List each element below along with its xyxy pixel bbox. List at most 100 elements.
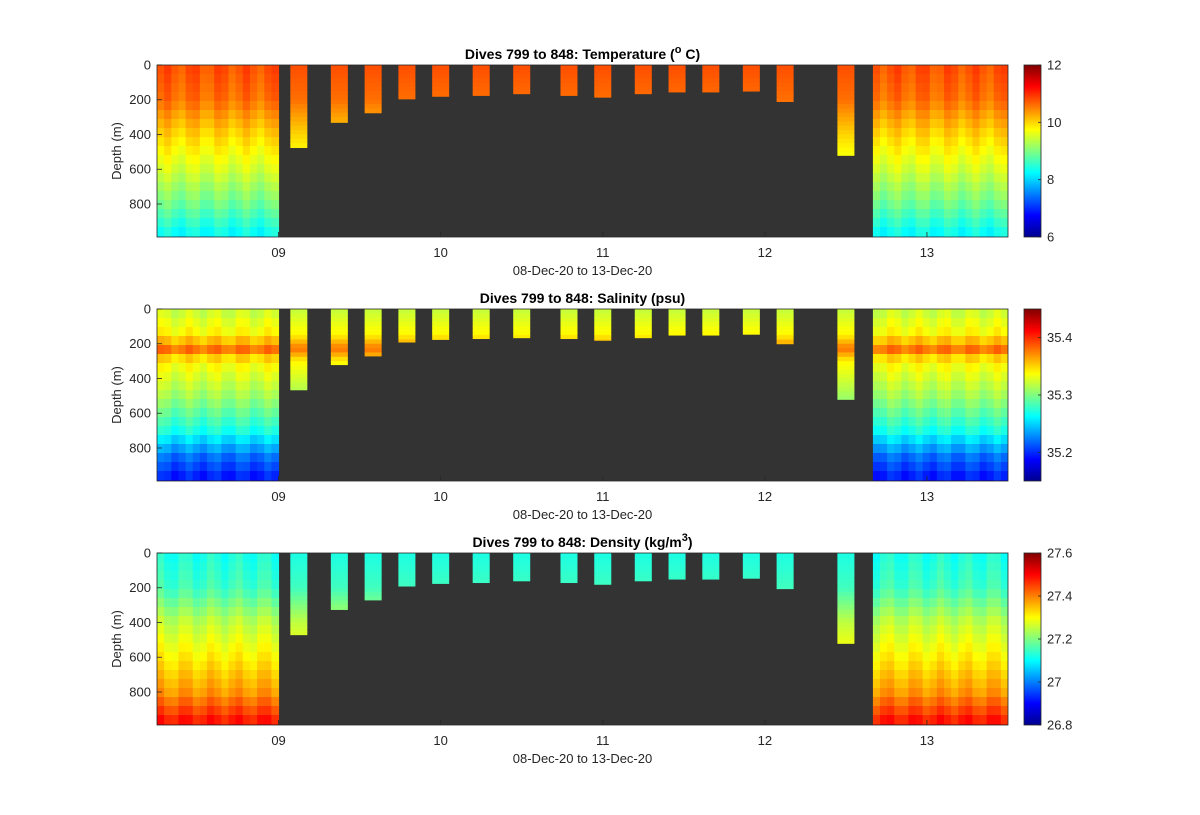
heatmap-cell <box>880 173 888 183</box>
heatmap-cell <box>915 670 924 680</box>
heatmap-cell <box>249 74 258 84</box>
heatmap-cell <box>207 236 215 237</box>
heatmap-cell <box>936 453 945 463</box>
dive-bar-1 <box>290 369 308 375</box>
heatmap-cell <box>951 462 959 472</box>
heatmap-cell <box>993 471 1002 481</box>
dive-bar-14 <box>776 73 794 79</box>
dive-bar-8 <box>560 69 578 75</box>
heatmap-cell <box>880 607 888 617</box>
heatmap-cell <box>944 634 952 644</box>
dive-bar-9 <box>594 86 612 92</box>
heatmap-cell <box>880 164 888 174</box>
heatmap-cell <box>214 155 222 165</box>
heatmap-cell <box>979 598 988 608</box>
dive-bar-7 <box>513 322 531 327</box>
heatmap-cell <box>922 562 931 572</box>
heatmap-cell <box>951 697 959 707</box>
heatmap-cell <box>249 164 258 174</box>
heatmap-cell <box>185 435 194 445</box>
dive-bar-14 <box>776 99 794 102</box>
heatmap-cell <box>993 724 1002 725</box>
heatmap-cell <box>901 381 909 391</box>
heatmap-cell <box>185 562 194 572</box>
heatmap-cell <box>207 200 215 210</box>
dive-bar-2 <box>330 326 348 332</box>
y-axis-label: Depth (m) <box>109 122 124 180</box>
heatmap-cell <box>872 227 881 237</box>
heatmap-cell <box>221 706 230 716</box>
heatmap-cell <box>214 598 222 608</box>
dive-bar-15 <box>837 348 855 353</box>
heatmap-cell <box>1000 598 1008 608</box>
heatmap-cell <box>178 652 187 662</box>
dive-bar-3 <box>364 335 382 340</box>
heatmap-cell <box>199 426 208 436</box>
heatmap-cell <box>264 706 272 716</box>
heatmap-cell <box>271 354 280 364</box>
heatmap-cell <box>199 480 208 481</box>
heatmap-cell <box>965 724 973 725</box>
heatmap-cell <box>901 200 909 210</box>
heatmap-cell <box>242 101 251 111</box>
heatmap-cell <box>972 724 981 725</box>
dive-bar-12 <box>702 574 720 580</box>
heatmap-cell <box>979 155 988 165</box>
heatmap-cell <box>249 562 258 572</box>
dive-bar-2 <box>330 69 348 75</box>
heatmap-cell <box>207 679 215 689</box>
heatmap-cell <box>164 661 172 671</box>
heatmap-cell <box>922 327 931 337</box>
heatmap-cell <box>979 417 988 427</box>
heatmap-cell <box>228 200 237 210</box>
dive-bar-15 <box>837 78 855 83</box>
heatmap-cell <box>157 65 165 75</box>
dive-bar-9 <box>594 78 612 83</box>
dive-bar-10 <box>634 579 652 582</box>
heatmap-cell <box>157 363 165 373</box>
dive-bar-4 <box>398 65 416 70</box>
heatmap-cell <box>958 652 966 662</box>
heatmap-cell <box>979 435 988 445</box>
heatmap-cell <box>894 65 902 75</box>
heatmap-cell <box>157 318 165 328</box>
heatmap-cell <box>922 236 931 237</box>
heatmap-cell <box>164 209 172 219</box>
heatmap-cell <box>972 679 981 689</box>
heatmap-cell <box>192 715 201 725</box>
heatmap-cell <box>958 119 966 129</box>
heatmap-cell <box>157 74 165 84</box>
heatmap-cell <box>872 417 881 427</box>
heatmap-cell <box>264 236 272 237</box>
heatmap-cell <box>944 146 952 156</box>
heatmap-cell <box>199 354 208 364</box>
dive-bar-15 <box>837 361 855 366</box>
heatmap-cell <box>207 670 215 680</box>
heatmap-cell <box>986 688 995 698</box>
dive-bar-1 <box>290 125 308 131</box>
heatmap-cell <box>214 110 222 120</box>
heatmap-cell <box>887 327 895 337</box>
heatmap-cell <box>915 200 924 210</box>
heatmap-cell <box>221 697 230 707</box>
heatmap-cell <box>242 164 251 174</box>
heatmap-cell <box>171 435 179 445</box>
heatmap-cell <box>171 625 179 635</box>
heatmap-cell <box>929 83 938 93</box>
heatmap-cell <box>185 65 194 75</box>
heatmap-cell <box>199 372 208 382</box>
heatmap-cell <box>944 110 952 120</box>
heatmap-cell <box>936 715 945 725</box>
heatmap-cell <box>958 462 966 472</box>
dive-bar-1 <box>290 313 308 319</box>
heatmap-cell <box>958 137 966 147</box>
heatmap-cell <box>979 589 988 599</box>
heatmap-cell <box>993 670 1002 680</box>
dive-bar-15 <box>837 121 855 127</box>
heatmap-cell <box>264 562 272 572</box>
heatmap-cell <box>221 128 230 138</box>
heatmap-cell <box>271 471 280 481</box>
heatmap-cell <box>986 480 995 481</box>
dive-bar-5 <box>432 335 450 340</box>
dive-bar-1 <box>290 622 308 628</box>
